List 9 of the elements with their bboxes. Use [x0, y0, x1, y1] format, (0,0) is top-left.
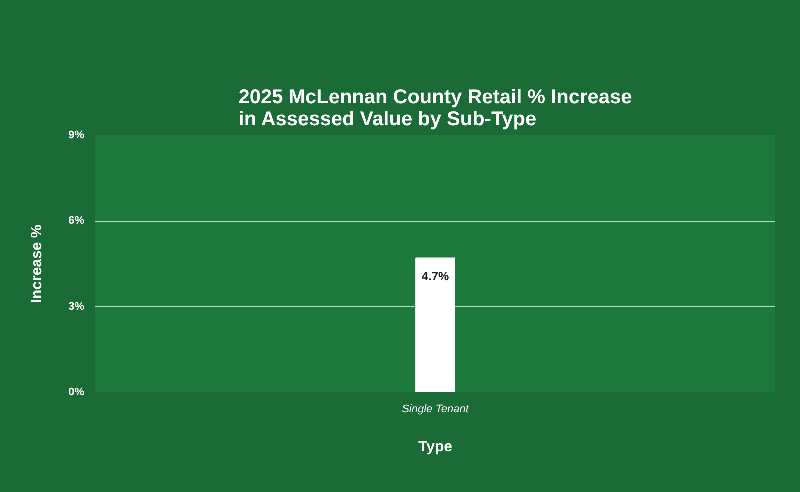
x-tick-label: Single Tenant [402, 404, 470, 416]
data-label: 4.7% [422, 269, 450, 284]
y-tick-label: 6% [68, 215, 85, 228]
chart-title: 2025 McLennan County Retail % Increase in Assessed Value by Sub-Type [238, 86, 632, 130]
x-axis-title: Type [418, 438, 452, 456]
y-axis-title: Increase % [28, 224, 46, 304]
y-tick-label: 3% [68, 300, 85, 313]
y-tick-label: 9% [68, 130, 85, 142]
y-tick-label: 0% [68, 386, 85, 398]
